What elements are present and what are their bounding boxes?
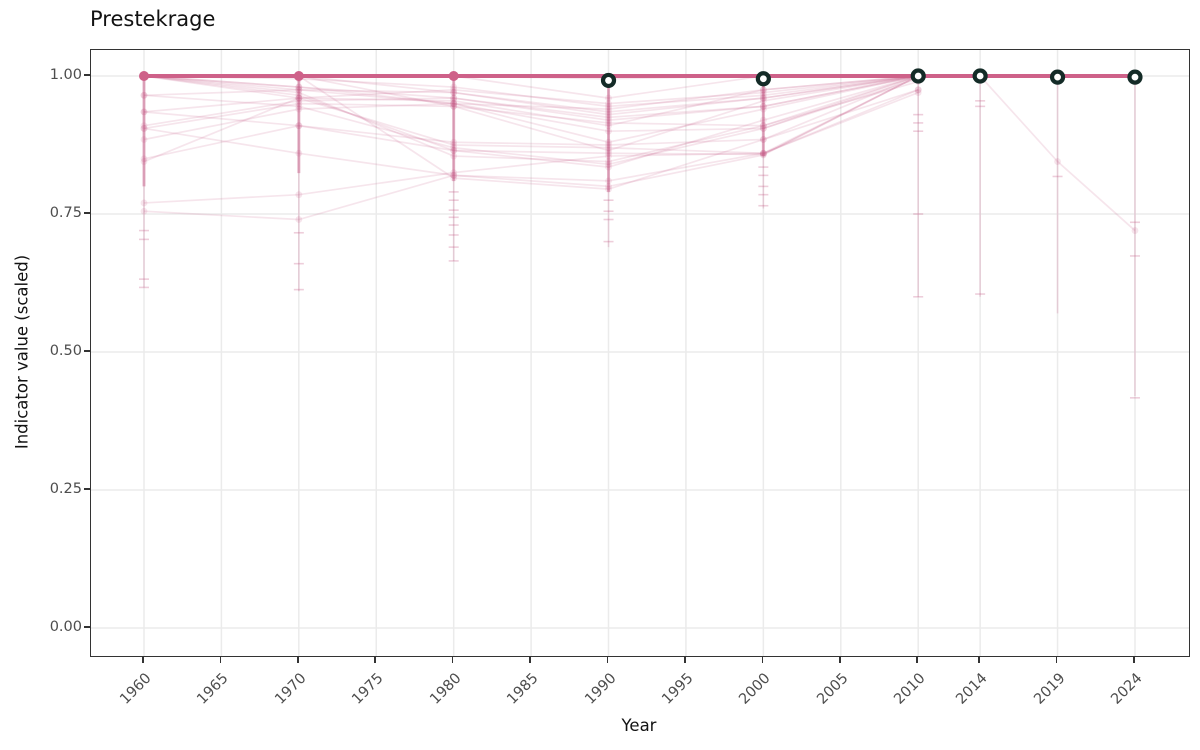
x-axis-title: Year	[621, 716, 657, 735]
y-tick-label: 1.00	[49, 67, 82, 83]
assessment-rings	[600, 68, 1143, 89]
x-tick-mark	[219, 656, 222, 663]
x-tick-label: 1980	[426, 670, 465, 708]
range-bars	[139, 76, 1140, 399]
x-tick-mark	[297, 656, 299, 663]
x-tick-mark	[374, 656, 377, 663]
y-tick-label: 0.75	[49, 205, 82, 221]
x-tick-mark	[1055, 656, 1058, 663]
x-tick-label: 2010	[891, 670, 929, 708]
x-tick-label: 1960	[117, 670, 155, 708]
x-tick-mark	[606, 656, 609, 663]
x-tick-mark	[684, 656, 686, 663]
x-tick-label: 1995	[659, 670, 697, 708]
x-tick-mark	[451, 656, 454, 663]
x-tick-label: 2005	[814, 670, 852, 708]
y-tick-label: 0.25	[49, 481, 82, 497]
y-tick-mark	[83, 488, 90, 490]
x-tick-label: 1970	[272, 670, 310, 708]
plot-panel	[90, 49, 1190, 657]
x-tick-mark	[529, 656, 531, 663]
x-tick-label: 1965	[194, 670, 233, 708]
series-lines	[140, 72, 1139, 234]
x-tick-label: 1985	[504, 670, 542, 708]
x-tick-label: 2024	[1108, 670, 1146, 708]
x-tick-label: 1975	[349, 670, 387, 708]
y-tick-mark	[83, 74, 90, 76]
y-tick-mark	[83, 350, 90, 352]
x-tick-label: 2019	[1030, 670, 1069, 708]
x-tick-mark	[916, 656, 918, 663]
y-tick-label: 0.00	[49, 619, 82, 635]
x-tick-label: 1990	[581, 670, 620, 708]
x-tick-mark	[761, 656, 764, 663]
chart-title: Prestekrage	[90, 7, 216, 31]
x-tick-label: 2000	[736, 670, 775, 708]
y-tick-mark	[83, 212, 90, 214]
x-tick-mark	[1133, 656, 1135, 663]
y-tick-label: 0.50	[49, 343, 82, 359]
x-tick-mark	[838, 656, 841, 663]
plot-svg	[91, 50, 1189, 656]
y-axis-title: Indicator value (scaled)	[12, 254, 32, 450]
x-tick-mark	[142, 656, 144, 663]
x-tick-label: 2014	[953, 670, 991, 708]
x-tick-mark	[978, 656, 980, 663]
y-tick-mark	[83, 626, 90, 628]
